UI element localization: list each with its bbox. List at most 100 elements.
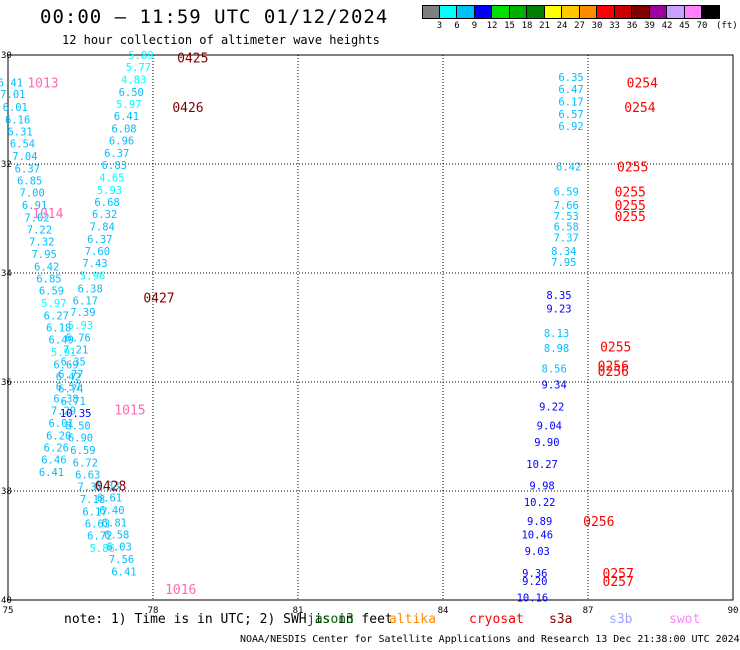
wave-height-value: 6.76 bbox=[65, 332, 90, 344]
wave-height-value: 6.72 bbox=[87, 531, 112, 543]
lat-tick-label: 40 bbox=[1, 596, 12, 606]
lon-tick-label: 78 bbox=[148, 606, 159, 616]
wave-height-value: 6.41 bbox=[39, 467, 64, 479]
track-label: 0254 bbox=[624, 101, 655, 116]
wave-height-value: 5.97 bbox=[41, 298, 66, 310]
color-scale-swatch bbox=[632, 5, 650, 19]
wave-height-value: 9.90 bbox=[534, 437, 559, 449]
wave-height-value: 9.20 bbox=[522, 576, 547, 588]
wave-height-value: 6.91 bbox=[22, 200, 47, 212]
wave-height-value: 6.92 bbox=[558, 121, 583, 133]
credit-line: NOAA/NESDIS Center for Satellite Applica… bbox=[240, 634, 740, 645]
wave-height-value: 6.71 bbox=[61, 396, 86, 408]
color-scale-swatch bbox=[702, 5, 720, 19]
track-label: 1014 bbox=[32, 207, 63, 222]
wave-height-value: 7.02 bbox=[24, 212, 49, 224]
wave-height-value: 6.27 bbox=[44, 311, 69, 323]
wave-height-value: 9.04 bbox=[537, 421, 562, 433]
color-scale-label: 39 bbox=[644, 21, 655, 31]
wave-height-value: 10.46 bbox=[521, 530, 553, 542]
wave-height-value: 10.27 bbox=[526, 459, 558, 471]
wave-height-value: 9.23 bbox=[546, 303, 571, 315]
wave-height-value: 8.50 bbox=[65, 421, 90, 433]
track-label: 0255 bbox=[617, 161, 648, 176]
wave-height-value: 6.50 bbox=[119, 87, 144, 99]
wave-height-value: 8.56 bbox=[542, 363, 567, 375]
page-subtitle: 12 hour collection of altimeter wave hei… bbox=[62, 33, 380, 47]
wave-height-value: 6.77 bbox=[58, 369, 83, 381]
wave-height-value: 7.53 bbox=[554, 211, 579, 223]
color-scale-label: 70 bbox=[696, 21, 708, 31]
wave-height-value: 6.81 bbox=[102, 518, 127, 530]
track-label: 0425 bbox=[177, 52, 208, 67]
track-label: 0254 bbox=[627, 76, 658, 91]
lat-tick-label: 32 bbox=[1, 160, 12, 170]
wave-height-value: 7.56 bbox=[109, 554, 134, 566]
lon-tick-label: 90 bbox=[728, 606, 739, 616]
color-scale-label: 36 bbox=[626, 21, 638, 31]
lon-tick-label: 84 bbox=[438, 606, 449, 616]
color-scale-swatch bbox=[544, 5, 562, 19]
wave-height-value: 6.90 bbox=[68, 433, 93, 445]
wave-height-value: 6.17 bbox=[82, 507, 107, 519]
track-label: 0256 bbox=[598, 360, 629, 375]
satellite-legend-item: cryosat bbox=[469, 612, 524, 627]
wave-height-value: 7.95 bbox=[551, 257, 576, 269]
wave-height-value: 6.57 bbox=[56, 381, 81, 393]
color-scale-swatch bbox=[457, 5, 475, 19]
track-label: 0255 bbox=[615, 210, 646, 225]
wave-height-value: 6.01 bbox=[49, 418, 74, 430]
wave-height-value: 7.37 bbox=[554, 233, 579, 245]
wave-height-value: 7.84 bbox=[90, 222, 115, 234]
lon-tick-label: 87 bbox=[583, 606, 594, 616]
wave-height-value: 7.18 bbox=[80, 494, 105, 506]
satellite-legend-item: jason3 bbox=[307, 612, 354, 627]
color-scale-swatch bbox=[667, 5, 685, 19]
wave-height-value: 9.89 bbox=[527, 516, 552, 528]
color-scale-swatch bbox=[439, 5, 457, 19]
wave-height-value: 7.01 bbox=[0, 89, 25, 101]
wave-height-value: 6.18 bbox=[46, 323, 71, 335]
color-scale-label: 27 bbox=[574, 21, 585, 31]
track-label: 1013 bbox=[27, 76, 58, 91]
wave-height-value: 4.65 bbox=[99, 173, 124, 185]
wave-height-value: 9.36 bbox=[522, 568, 547, 580]
wave-height-value: 7.60 bbox=[85, 246, 110, 258]
lon-tick-label: 81 bbox=[293, 606, 304, 616]
color-scale-label: 15 bbox=[504, 21, 515, 31]
wave-height-value: 6.42 bbox=[34, 261, 59, 273]
lat-tick-label: 38 bbox=[1, 487, 12, 497]
wave-height-value: 6.59 bbox=[554, 186, 579, 198]
lat-tick-label: 30 bbox=[1, 51, 12, 61]
color-scale-label: 24 bbox=[556, 21, 568, 31]
page-title: 00:00 – 11:59 UTC 01/12/2024 bbox=[40, 6, 389, 28]
wave-height-value: 6.17 bbox=[558, 96, 583, 108]
wave-height-value: 5.93 bbox=[68, 320, 93, 332]
wave-height-value: 10.22 bbox=[524, 497, 556, 509]
wave-height-value: 6.41 bbox=[114, 111, 139, 123]
wave-height-value: 6.31 bbox=[7, 126, 32, 138]
wave-height-value: 6.20 bbox=[46, 430, 71, 442]
wave-height-value: 6.96 bbox=[109, 136, 134, 148]
wave-height-value: 7.35 bbox=[78, 482, 103, 494]
color-scale-swatch bbox=[492, 5, 510, 19]
wave-height-value: 5.91 bbox=[51, 347, 76, 359]
wave-height-value: 6.08 bbox=[111, 124, 136, 136]
wave-height-value: 7.95 bbox=[32, 249, 57, 261]
color-scale-label: 3 bbox=[436, 21, 443, 31]
wave-height-value: 6.37 bbox=[104, 148, 129, 160]
wave-height-value: 6.37 bbox=[15, 163, 40, 175]
wave-height-value: 6.63 bbox=[85, 519, 110, 531]
wave-height-value: 9.22 bbox=[539, 402, 564, 414]
wave-height-value: 7.66 bbox=[554, 200, 579, 212]
wave-height-value: 8.35 bbox=[546, 290, 571, 302]
color-scale-label: 18 bbox=[521, 21, 533, 31]
wave-height-value: 6.54 bbox=[10, 138, 35, 150]
color-scale-swatch bbox=[649, 5, 667, 19]
lat-tick-label: 34 bbox=[1, 269, 12, 279]
wave-height-value: 8.98 bbox=[544, 343, 569, 355]
wave-height-value: 6.57 bbox=[558, 109, 583, 121]
wave-height-value: 6.85 bbox=[36, 273, 61, 285]
track-label: 0256 bbox=[598, 365, 629, 380]
track-label: 0255 bbox=[600, 341, 631, 356]
